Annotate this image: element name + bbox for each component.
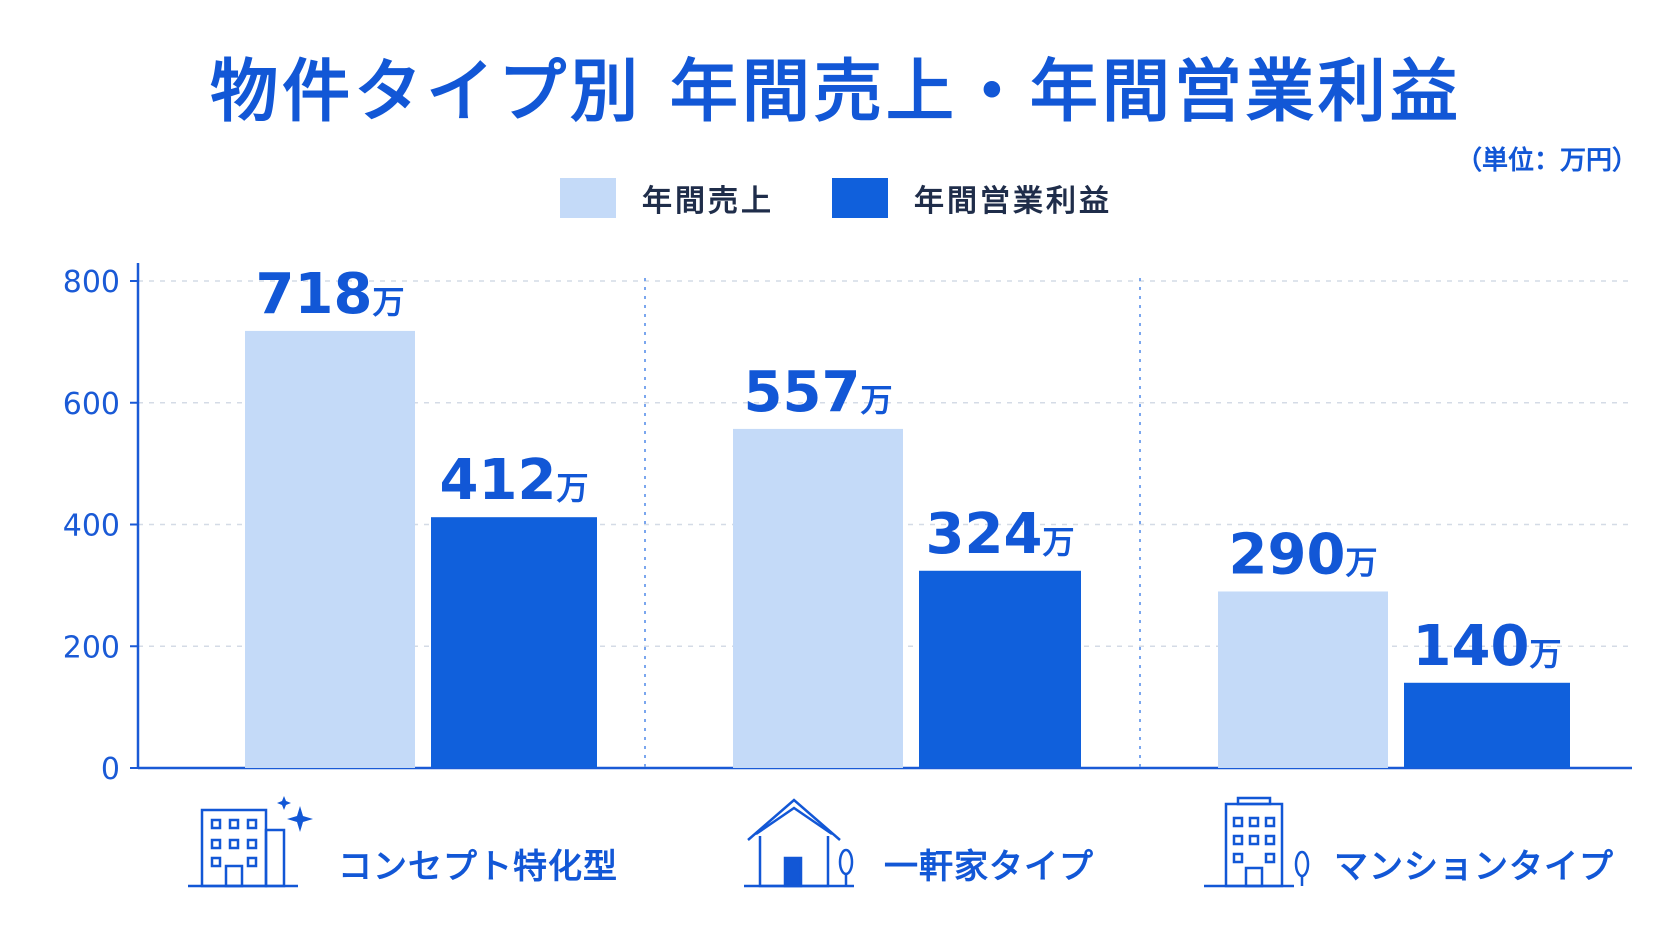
value-suffix: 万 — [1345, 543, 1377, 581]
value-number: 290 — [1229, 522, 1346, 587]
bar-profit-1 — [431, 517, 597, 768]
category-3: マンションタイプ — [1204, 796, 1614, 896]
bar-sales-2 — [733, 428, 903, 768]
value-number: 718 — [256, 262, 373, 327]
value-label-sales-1: 718万 — [256, 262, 405, 327]
unit-note: （単位：万円） — [1455, 146, 1638, 176]
value-suffix: 万 — [860, 381, 892, 419]
bar-profit-2 — [919, 570, 1081, 768]
category-label: 一軒家タイプ — [884, 847, 1094, 887]
value-number: 324 — [926, 502, 1043, 567]
legend-swatch-sales — [560, 178, 616, 218]
bar-sales-1 — [245, 330, 415, 768]
legend-item-profit: 年間営業利益 — [832, 176, 1112, 220]
chart-title: 物件タイプ別 年間売上・年間営業利益 — [210, 53, 1462, 132]
value-label-profit-1: 412万 — [440, 448, 589, 513]
y-tick-label: 200 — [63, 630, 120, 665]
apartment-building-icon — [1204, 796, 1314, 896]
legend-swatch-profit — [832, 178, 888, 218]
category-2: 一軒家タイプ — [744, 796, 1094, 896]
value-suffix: 万 — [1042, 523, 1074, 561]
legend-item-sales: 年間売上 — [560, 176, 774, 220]
value-number: 412 — [440, 448, 557, 513]
office-building-sparkle-icon — [188, 796, 318, 896]
bar-sales-3 — [1218, 591, 1388, 768]
value-number: 557 — [744, 360, 861, 425]
house-icon — [744, 796, 864, 896]
category-1: コンセプト特化型 — [188, 796, 618, 896]
legend-label-profit: 年間営業利益 — [914, 184, 1112, 219]
y-tick-label: 400 — [63, 509, 120, 544]
value-suffix: 万 — [372, 283, 404, 321]
value-suffix: 万 — [556, 469, 588, 507]
category-label: コンセプト特化型 — [338, 847, 618, 887]
value-suffix: 万 — [1529, 635, 1561, 673]
value-label-sales-2: 557万 — [744, 360, 893, 425]
y-tick-label: 800 — [63, 265, 120, 300]
value-label-profit-2: 324万 — [926, 502, 1075, 567]
value-label-profit-3: 140万 — [1413, 614, 1562, 679]
y-tick-label: 600 — [63, 387, 120, 422]
value-number: 140 — [1413, 614, 1530, 679]
category-label: マンションタイプ — [1334, 847, 1614, 887]
y-tick-label: 0 — [101, 752, 120, 787]
legend-label-sales: 年間売上 — [642, 184, 774, 219]
legend: 年間売上 年間営業利益 — [0, 176, 1672, 220]
bar-profit-3 — [1404, 682, 1570, 768]
value-label-sales-3: 290万 — [1229, 522, 1378, 587]
